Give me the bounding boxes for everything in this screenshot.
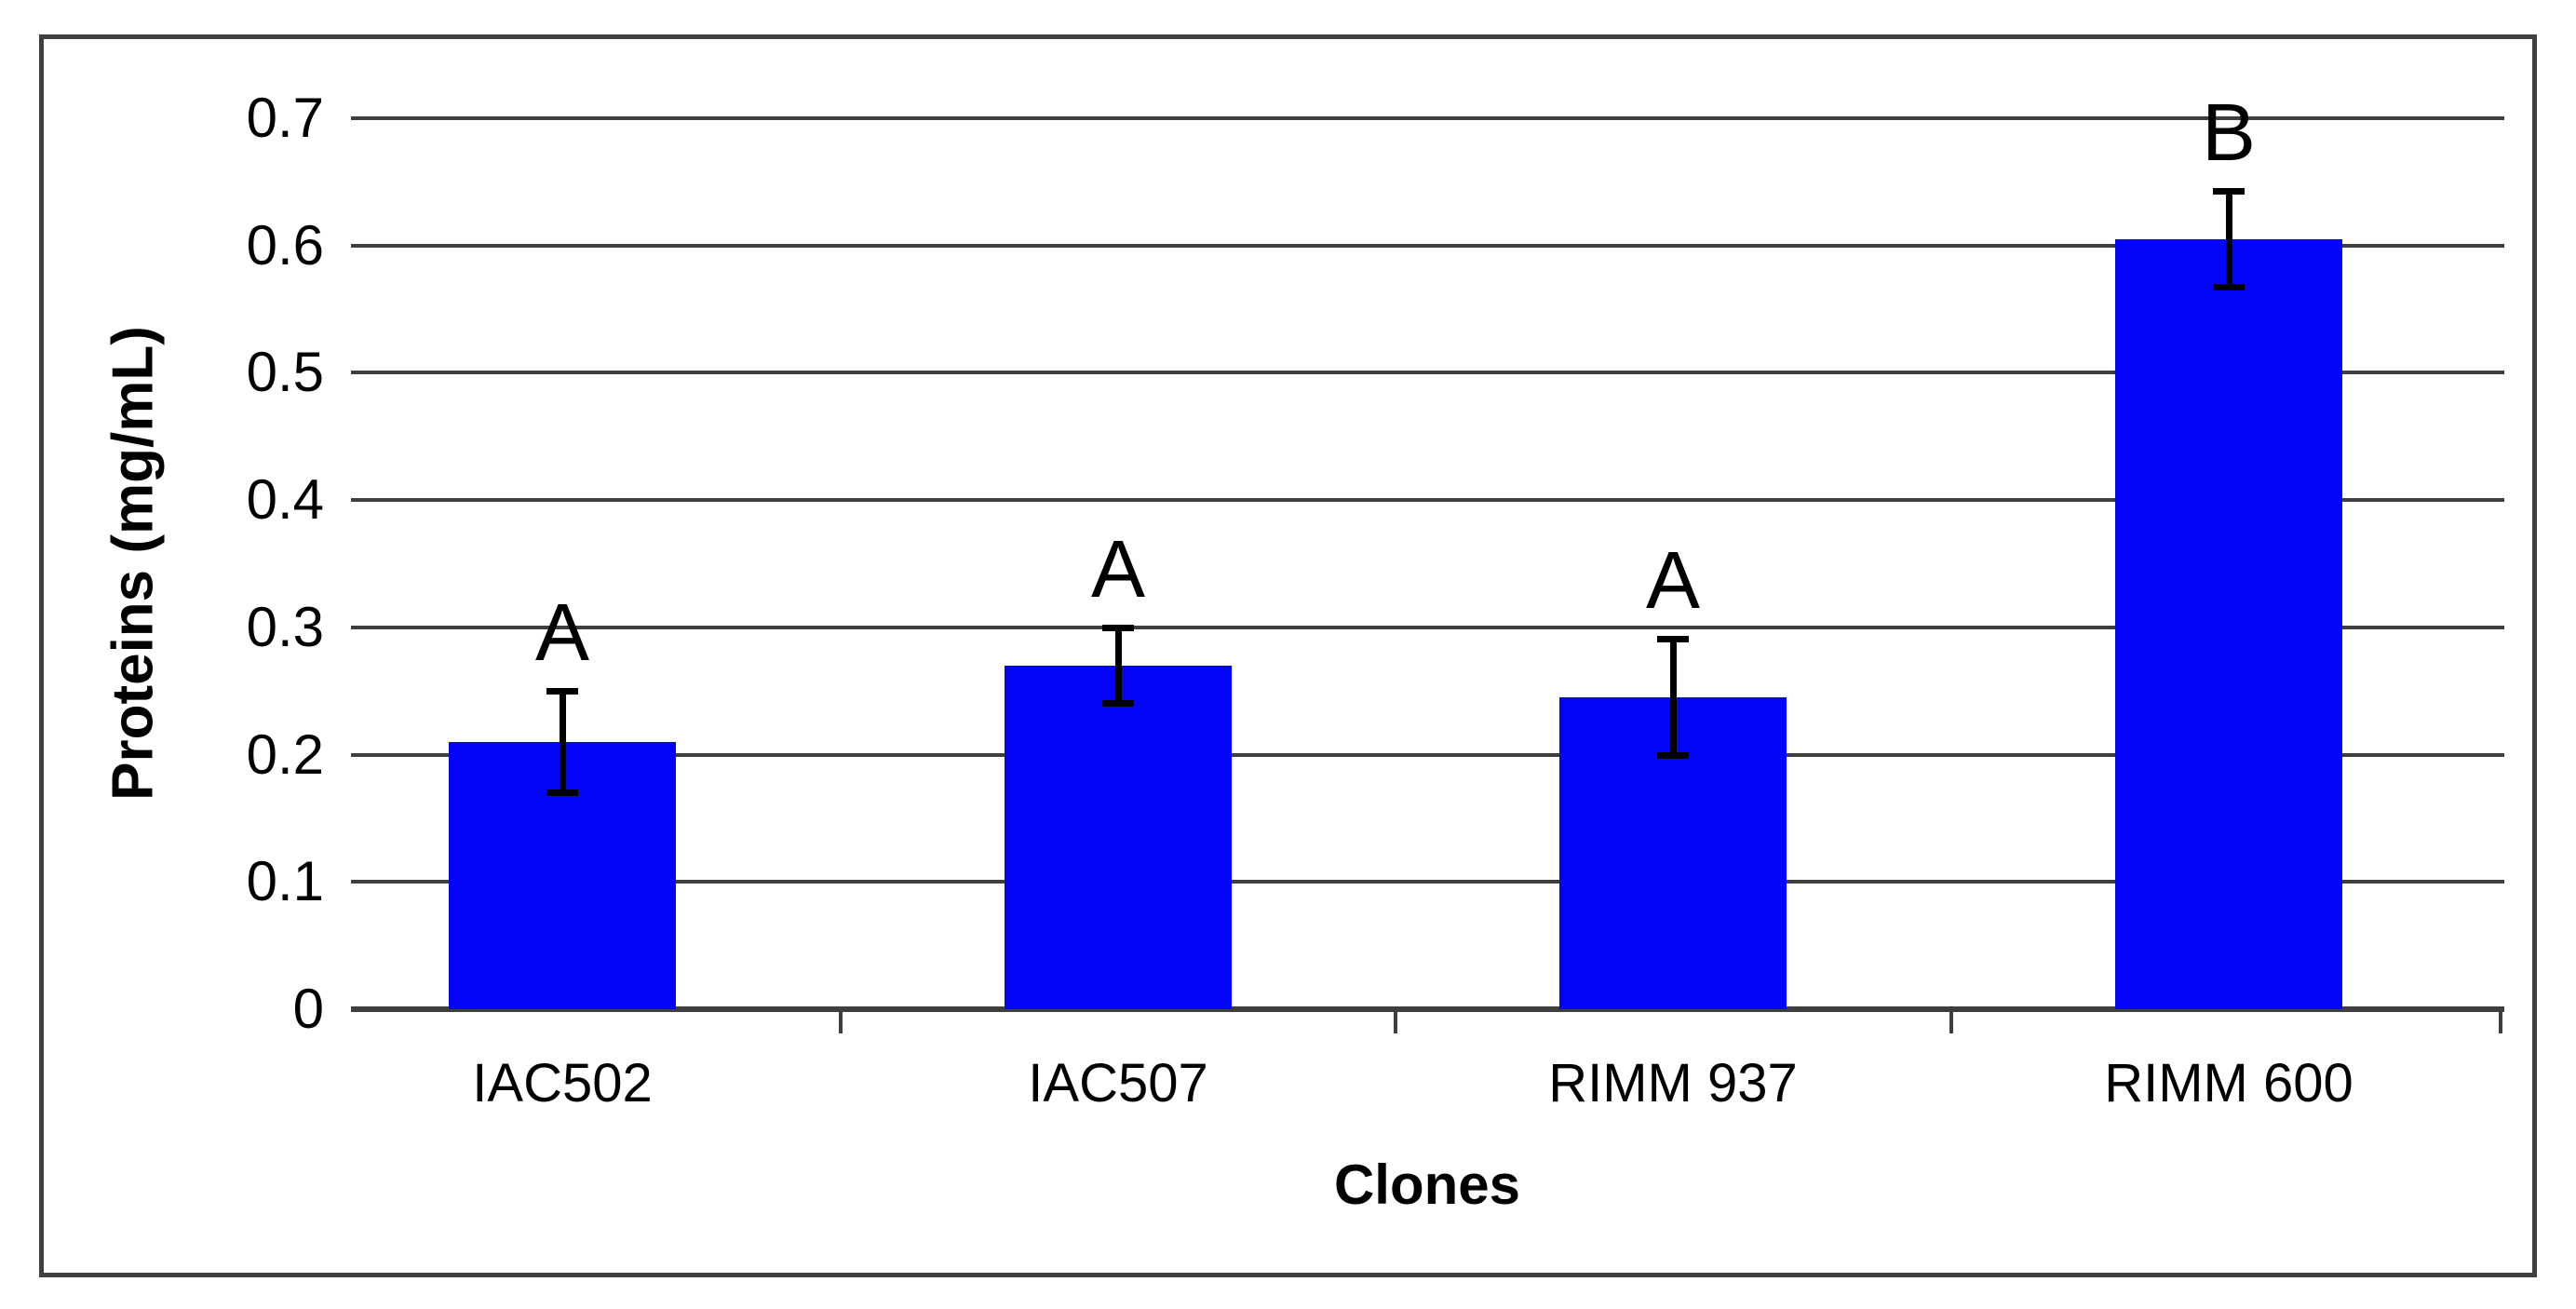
gridline-0.7 (351, 116, 2504, 120)
x-category-label: IAC507 (1028, 1053, 1208, 1113)
gridline-0.2 (351, 752, 2504, 757)
y-tick-label: 0.4 (246, 468, 324, 532)
gridline-0.3 (351, 625, 2504, 629)
x-axis-tick (2499, 1009, 2502, 1033)
error-bar-bottom-cap (2213, 283, 2245, 290)
bar-iac507 (1005, 665, 1232, 1009)
significance-letter: A (534, 587, 590, 679)
error-bar-top-cap (2213, 187, 2245, 195)
error-bar-top-cap (546, 688, 578, 695)
gridline-0 (351, 1006, 2504, 1012)
error-bar-top-cap (1657, 636, 1689, 643)
x-axis-tick (1949, 1009, 1953, 1033)
gridline-0.4 (351, 498, 2504, 503)
y-tick-label: 0.7 (246, 87, 324, 149)
x-category-label: RIMM 600 (2104, 1053, 2353, 1113)
error-bar-bottom-cap (1102, 699, 1134, 707)
gridline-0.5 (351, 371, 2504, 375)
error-bar-bottom-cap (546, 789, 578, 796)
error-bar-line (1114, 627, 1122, 704)
x-axis-title: Clones (1333, 1154, 1521, 1216)
y-tick-label: 0.6 (246, 213, 324, 277)
gridline-0.6 (351, 243, 2504, 248)
error-bar-line (559, 691, 566, 793)
x-axis-tick (1394, 1009, 1397, 1033)
bar-rimm-600 (2115, 238, 2342, 1009)
significance-letter: B (2201, 87, 2257, 178)
error-bar-line (1669, 639, 1677, 756)
error-bar-top-cap (1102, 624, 1134, 631)
x-axis-tick (838, 1009, 843, 1033)
y-tick-label: 0.1 (246, 850, 324, 913)
error-bar-bottom-cap (1657, 751, 1689, 759)
significance-letter: A (1645, 535, 1701, 627)
significance-letter: A (1090, 523, 1146, 614)
x-category-label: RIMM 937 (1548, 1053, 1798, 1113)
x-category-label: IAC502 (472, 1053, 653, 1113)
y-tick-label: 0 (292, 978, 324, 1040)
y-tick-label: 0.2 (246, 722, 324, 786)
y-tick-label: 0.5 (246, 341, 324, 404)
y-tick-label: 0.3 (246, 595, 324, 658)
error-bar-line (2225, 190, 2232, 288)
gridline-0.1 (351, 880, 2504, 884)
